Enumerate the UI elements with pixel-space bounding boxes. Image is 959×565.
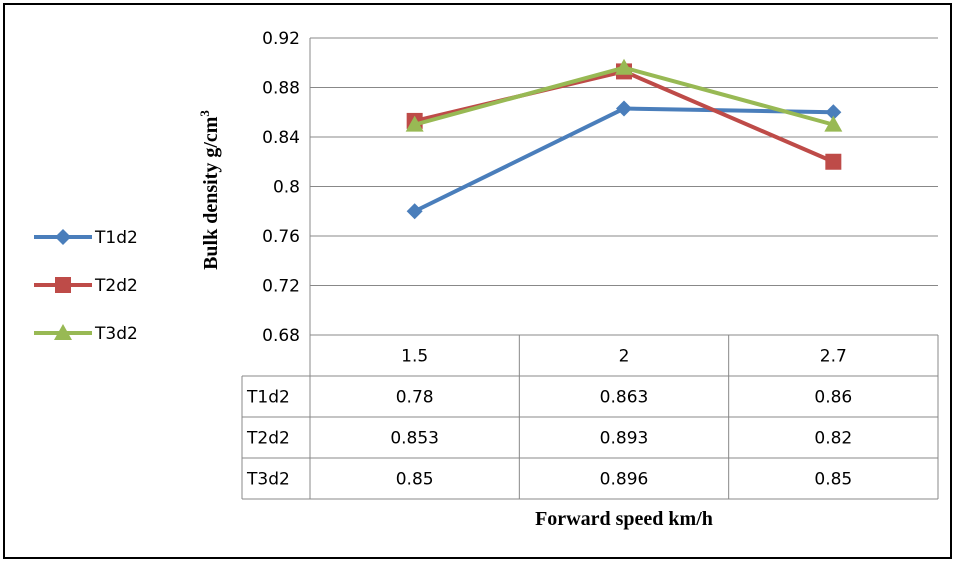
y-tick-label: 0.88 bbox=[262, 79, 300, 99]
table-cell: 0.82 bbox=[814, 429, 852, 449]
gridlines bbox=[309, 37, 938, 336]
legend-item: T2d2 bbox=[34, 276, 138, 296]
series-T2d2 bbox=[406, 63, 842, 170]
y-tick-label: 0.68 bbox=[262, 326, 300, 346]
legend-marker bbox=[54, 324, 72, 340]
x-axis-title: Forward speed km/h bbox=[535, 508, 713, 530]
legend-marker bbox=[55, 277, 71, 293]
table-cell: 0.896 bbox=[600, 470, 649, 490]
x-tick-label: 2.7 bbox=[820, 347, 847, 367]
series-T1d2 bbox=[406, 100, 842, 220]
table-row-label: T2d2 bbox=[246, 429, 290, 449]
legend-label: T3d2 bbox=[94, 324, 138, 344]
y-tick-label: 0.76 bbox=[262, 227, 300, 247]
y-tick-labels: 0.68 0.72 0.76 0.8 0.84 0.88 0.92 bbox=[262, 29, 300, 346]
table-cell: 0.85 bbox=[396, 470, 434, 490]
legend-label: T2d2 bbox=[94, 276, 138, 296]
series-line bbox=[413, 106, 834, 214]
table-cell: 0.863 bbox=[600, 388, 649, 408]
y-tick-label: 0.84 bbox=[262, 128, 300, 148]
series-lines bbox=[405, 58, 843, 220]
legend-label: T1d2 bbox=[94, 228, 138, 248]
y-tick-label: 0.8 bbox=[273, 178, 300, 198]
data-point bbox=[405, 115, 424, 132]
table-cell: 0.86 bbox=[814, 388, 852, 408]
data-point bbox=[825, 153, 842, 170]
table-cell: 0.893 bbox=[600, 429, 649, 449]
data-point bbox=[825, 104, 842, 121]
data-point bbox=[406, 203, 423, 220]
series-T3d2 bbox=[405, 58, 843, 132]
legend-item: T3d2 bbox=[34, 324, 138, 344]
data-table: 1.5 2 2.7 T1d2 0.78 0.863 0.86 T2d2 0.853 0.893 0.… bbox=[241, 335, 939, 500]
legend-marker bbox=[55, 229, 71, 245]
table-cell: 0.853 bbox=[390, 429, 439, 449]
data-point bbox=[824, 115, 843, 132]
legend-item: T1d2 bbox=[34, 228, 138, 248]
data-point bbox=[615, 58, 633, 75]
legend: T1d2 T2d2 T3d2 bbox=[34, 228, 138, 344]
data-point bbox=[616, 100, 632, 117]
table-cell: 0.78 bbox=[396, 388, 434, 408]
chart-frame bbox=[3, 3, 952, 559]
x-tick-label: 2 bbox=[619, 347, 630, 367]
y-axis-title: Bulk density g/cm3 bbox=[197, 110, 222, 270]
table-row-label: T3d2 bbox=[246, 470, 290, 490]
series-line bbox=[414, 69, 835, 164]
table-row-label: T1d2 bbox=[246, 388, 290, 408]
x-tick-label: 1.5 bbox=[401, 347, 428, 367]
table-cell: 0.85 bbox=[814, 470, 852, 490]
y-tick-label: 0.72 bbox=[262, 277, 300, 297]
y-tick-label: 0.92 bbox=[262, 29, 300, 49]
